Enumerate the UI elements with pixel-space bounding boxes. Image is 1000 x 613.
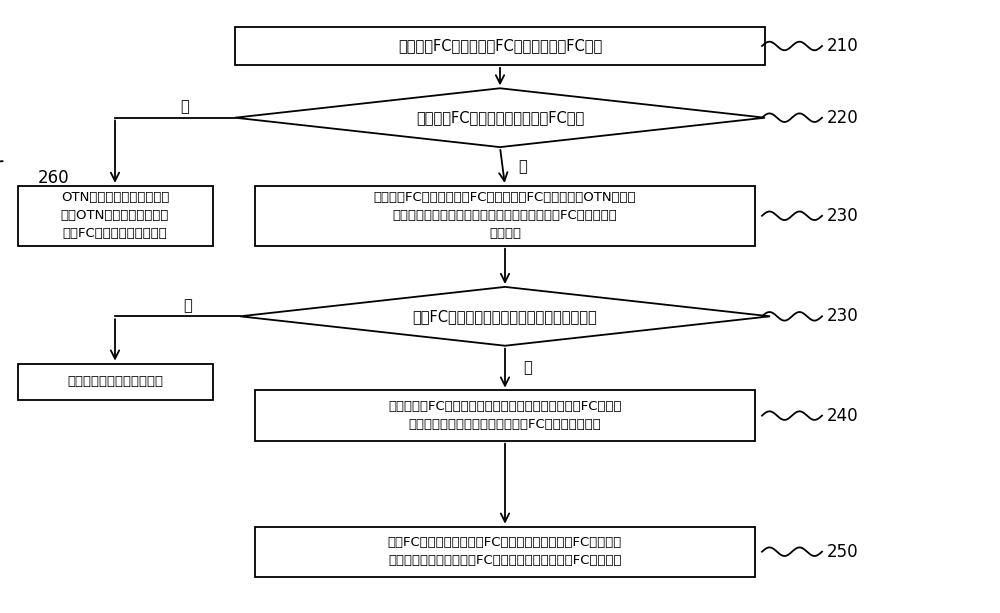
Bar (18, 186, 212, 246)
Text: 否: 否 (523, 360, 532, 376)
Text: 210: 210 (827, 37, 859, 55)
Text: 上述不同FC端口中是否包括关联FC端口: 上述不同FC端口中是否包括关联FC端口 (416, 110, 584, 125)
Bar (235, 27, 765, 65)
Bar (255, 390, 755, 441)
Text: 通过关联FC端口接收到的FC信号为关联FC信号，控制OTN封装及
调度单元采用同样的封装模式和调度路径对关联FC信号进行封
装和调度: 通过关联FC端口接收到的FC信号为关联FC信号，控制OTN封装及 调度单元采用同… (374, 191, 636, 240)
Bar (255, 527, 755, 577)
Text: 是: 是 (518, 159, 527, 174)
Text: 240: 240 (827, 406, 859, 425)
Text: OTN封装及调度单元采用单
独的OTN封装模式和调度路
径对FC信号进行封装和调度: OTN封装及调度单元采用单 独的OTN封装模式和调度路 径对FC信号进行封装和调… (61, 191, 169, 240)
Bar (18, 364, 212, 400)
Text: 否: 否 (181, 99, 189, 114)
Text: 不执行本实施例的后续流程: 不执行本实施例的后续流程 (67, 375, 163, 389)
Text: 关联FC信号之间的时延差是否小于预设时延差: 关联FC信号之间的时延差是否小于预设时延差 (413, 309, 597, 324)
Text: 230: 230 (827, 207, 859, 225)
Text: 230: 230 (827, 307, 859, 326)
Text: 250: 250 (827, 543, 859, 561)
Text: 通过不同FC端口对应的FC接口单元接收FC信号: 通过不同FC端口对应的FC接口单元接收FC信号 (398, 39, 602, 53)
Text: 通过各关联FC端口对应的缓冲器，控制缓冲器对关联FC信号的
存储和读取的时间差，来调整关联FC信号的传输时延: 通过各关联FC端口对应的缓冲器，控制缓冲器对关联FC信号的 存储和读取的时间差，… (388, 400, 622, 431)
Text: 220: 220 (827, 109, 859, 127)
Text: 是: 是 (183, 298, 192, 313)
Polygon shape (240, 287, 770, 346)
Polygon shape (235, 88, 765, 147)
Text: 260: 260 (38, 169, 70, 187)
Text: 关联FC信号中的其中一路FC信号需要切换到保护FC链路传输
时，触发网管系统将关联FC信号切换到相同的保护FC链路传输: 关联FC信号中的其中一路FC信号需要切换到保护FC链路传输 时，触发网管系统将关… (388, 536, 622, 567)
Bar (255, 186, 755, 246)
